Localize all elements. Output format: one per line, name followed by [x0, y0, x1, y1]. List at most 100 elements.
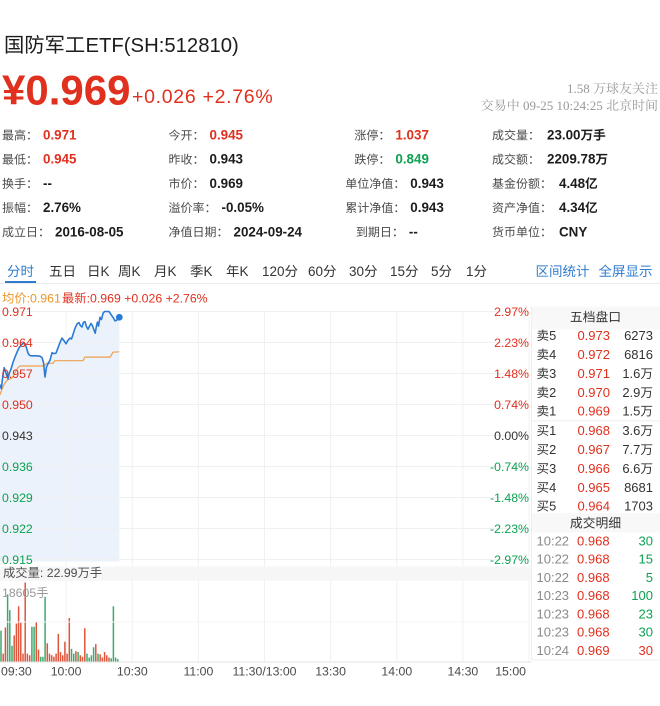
- svg-text:0.968: 0.968: [577, 552, 610, 567]
- svg-text:18605: 18605: [2, 586, 36, 600]
- svg-text:100: 100: [631, 588, 653, 603]
- svg-text:-2.23%: -2.23%: [490, 522, 529, 536]
- svg-text:10:24: 10:24: [537, 643, 570, 658]
- svg-text:-2.97%: -2.97%: [490, 553, 529, 567]
- svg-text:0.968: 0.968: [577, 588, 610, 603]
- svg-text:15:00: 15:00: [495, 665, 526, 679]
- svg-text:13:30: 13:30: [315, 665, 346, 679]
- svg-text:5: 5: [646, 570, 653, 585]
- svg-text:30: 30: [639, 533, 653, 548]
- svg-text:6273: 6273: [624, 328, 653, 343]
- svg-text:2.9: 2.9: [622, 385, 640, 400]
- svg-text:6.6: 6.6: [622, 461, 640, 476]
- svg-text:10:22: 10:22: [537, 533, 570, 548]
- svg-text:0.969: 0.969: [577, 643, 610, 658]
- svg-text:0.943: 0.943: [210, 152, 244, 167]
- svg-text:0.969: 0.969: [210, 176, 244, 191]
- svg-text:1703: 1703: [624, 499, 653, 514]
- svg-text:0.971: 0.971: [2, 305, 33, 319]
- svg-text:15: 15: [390, 264, 405, 279]
- svg-text:3.6: 3.6: [622, 423, 640, 438]
- svg-text:K: K: [168, 264, 177, 279]
- svg-text:-0.74%: -0.74%: [490, 460, 529, 474]
- svg-text:0.968: 0.968: [577, 625, 610, 640]
- svg-text:0.973: 0.973: [577, 328, 610, 343]
- svg-text:2209.78: 2209.78: [547, 152, 596, 167]
- svg-text:0.943: 0.943: [410, 200, 444, 215]
- svg-text:1: 1: [466, 264, 474, 279]
- svg-text:2: 2: [549, 385, 556, 400]
- svg-text:+0.026 +2.76%: +0.026 +2.76%: [132, 86, 273, 108]
- svg-text:4.34: 4.34: [559, 200, 586, 215]
- svg-text::0.969 +0.026 +2.76%: :0.969 +0.026 +2.76%: [87, 292, 208, 306]
- svg-text:0.968: 0.968: [577, 606, 610, 621]
- svg-text:8681: 8681: [624, 480, 653, 495]
- svg-text:CNY: CNY: [559, 224, 587, 239]
- svg-text:10:22: 10:22: [537, 552, 570, 567]
- svg-text:1.58: 1.58: [567, 81, 590, 96]
- svg-text:10:23: 10:23: [537, 606, 570, 621]
- svg-text:5: 5: [431, 264, 439, 279]
- svg-text:0.970: 0.970: [577, 385, 610, 400]
- svg-text:1.037: 1.037: [395, 128, 429, 143]
- svg-text:5: 5: [549, 499, 556, 514]
- svg-text:2016-08-05: 2016-08-05: [55, 224, 124, 239]
- svg-text:14:30: 14:30: [448, 665, 479, 679]
- svg-text:2.76%: 2.76%: [43, 200, 81, 215]
- svg-text:120: 120: [262, 264, 285, 279]
- svg-text:0.964: 0.964: [2, 336, 33, 350]
- svg-text:--: --: [409, 224, 418, 239]
- svg-text:¥0.969: ¥0.969: [2, 67, 130, 114]
- svg-text:K: K: [204, 264, 213, 279]
- svg-text:3: 3: [549, 461, 556, 476]
- svg-text:2: 2: [549, 442, 556, 457]
- svg-text:0.957: 0.957: [2, 367, 33, 381]
- svg-text:4: 4: [549, 480, 556, 495]
- svg-text:30: 30: [349, 264, 364, 279]
- svg-text:0.950: 0.950: [2, 398, 33, 412]
- svg-text:2.97%: 2.97%: [494, 305, 529, 319]
- svg-text:0.972: 0.972: [577, 347, 610, 362]
- svg-text:0.74%: 0.74%: [494, 398, 529, 412]
- svg-text:23.00: 23.00: [547, 128, 581, 143]
- svg-text:1.6: 1.6: [622, 366, 640, 381]
- svg-text:0.929: 0.929: [2, 491, 33, 505]
- svg-text:0.945: 0.945: [210, 128, 244, 143]
- svg-text:0.967: 0.967: [577, 442, 610, 457]
- svg-text:23: 23: [639, 606, 653, 621]
- svg-text:--: --: [43, 176, 52, 191]
- svg-text:5: 5: [549, 328, 556, 343]
- svg-text:0.943: 0.943: [2, 429, 33, 443]
- svg-text:4.48: 4.48: [559, 176, 586, 191]
- svg-text:0.969: 0.969: [577, 404, 610, 419]
- svg-text:0.968: 0.968: [577, 533, 610, 548]
- svg-text:0.943: 0.943: [410, 176, 444, 191]
- svg-text:6816: 6816: [624, 347, 653, 362]
- svg-text:4: 4: [549, 347, 556, 362]
- svg-text:09-25 10:24:25: 09-25 10:24:25: [523, 98, 603, 113]
- svg-text:K: K: [240, 264, 249, 279]
- svg-text:0.936: 0.936: [2, 460, 33, 474]
- svg-text:14:00: 14:00: [381, 665, 412, 679]
- svg-text:3: 3: [549, 366, 556, 381]
- svg-text:0.964: 0.964: [577, 499, 610, 514]
- svg-text:60: 60: [308, 264, 323, 279]
- svg-text:15: 15: [639, 552, 653, 567]
- svg-text:1: 1: [549, 423, 556, 438]
- svg-text:0.915: 0.915: [2, 553, 33, 567]
- svg-text:0.945: 0.945: [43, 152, 77, 167]
- svg-text:0.965: 0.965: [577, 480, 610, 495]
- svg-text:10:22: 10:22: [537, 570, 570, 585]
- svg-text:-1.48%: -1.48%: [490, 491, 529, 505]
- svg-text:30: 30: [639, 643, 653, 658]
- svg-text:1.48%: 1.48%: [494, 367, 529, 381]
- svg-text:2.23%: 2.23%: [494, 336, 529, 350]
- svg-text:ETF(SH:512810): ETF(SH:512810): [86, 35, 239, 57]
- svg-text:0.922: 0.922: [2, 522, 33, 536]
- svg-text:0.968: 0.968: [577, 423, 610, 438]
- svg-text:7.7: 7.7: [622, 442, 640, 457]
- svg-text:0.849: 0.849: [395, 152, 429, 167]
- svg-text:10:23: 10:23: [537, 588, 570, 603]
- svg-text:30: 30: [639, 625, 653, 640]
- svg-text:1.5: 1.5: [622, 404, 640, 419]
